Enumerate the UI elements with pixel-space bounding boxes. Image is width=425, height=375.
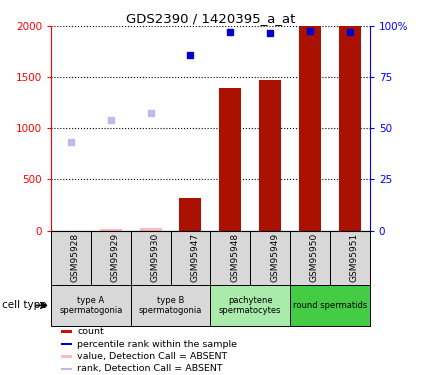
Text: GSM95947: GSM95947 bbox=[190, 233, 199, 282]
Bar bbox=[100, 229, 122, 231]
Text: GSM95951: GSM95951 bbox=[350, 233, 359, 282]
Bar bbox=[170, 231, 210, 285]
Bar bbox=[219, 87, 241, 231]
Bar bbox=[179, 198, 201, 231]
Bar bbox=[259, 80, 281, 231]
Text: cell type: cell type bbox=[3, 300, 47, 310]
Text: GSM95930: GSM95930 bbox=[150, 233, 160, 282]
Text: rank, Detection Call = ABSENT: rank, Detection Call = ABSENT bbox=[77, 364, 223, 374]
Bar bbox=[210, 231, 250, 285]
Text: GSM95928: GSM95928 bbox=[71, 233, 80, 282]
Bar bbox=[179, 228, 201, 231]
Bar bbox=[330, 231, 370, 285]
Bar bbox=[60, 330, 72, 333]
Bar bbox=[140, 228, 162, 231]
Bar bbox=[210, 285, 290, 326]
Bar bbox=[131, 285, 210, 326]
Title: GDS2390 / 1420395_a_at: GDS2390 / 1420395_a_at bbox=[126, 12, 295, 25]
Text: pachytene
spermatocytes: pachytene spermatocytes bbox=[219, 296, 281, 315]
Text: round spermatids: round spermatids bbox=[293, 301, 367, 310]
Text: count: count bbox=[77, 327, 104, 336]
Bar bbox=[60, 368, 72, 370]
Text: value, Detection Call = ABSENT: value, Detection Call = ABSENT bbox=[77, 352, 227, 361]
Text: type B
spermatogonia: type B spermatogonia bbox=[139, 296, 202, 315]
Bar bbox=[60, 343, 72, 345]
Bar bbox=[60, 355, 72, 358]
Bar bbox=[290, 231, 330, 285]
Bar bbox=[51, 285, 131, 326]
Text: GSM95950: GSM95950 bbox=[310, 233, 319, 282]
Text: percentile rank within the sample: percentile rank within the sample bbox=[77, 339, 237, 348]
Bar bbox=[51, 231, 91, 285]
Bar bbox=[91, 231, 131, 285]
Text: GSM95949: GSM95949 bbox=[270, 233, 279, 282]
Text: type A
spermatogonia: type A spermatogonia bbox=[59, 296, 122, 315]
Bar bbox=[290, 285, 370, 326]
Text: GSM95948: GSM95948 bbox=[230, 233, 239, 282]
Bar bbox=[131, 231, 170, 285]
Bar bbox=[299, 26, 321, 231]
Bar bbox=[339, 26, 361, 231]
Text: GSM95929: GSM95929 bbox=[111, 233, 120, 282]
Bar bbox=[250, 231, 290, 285]
